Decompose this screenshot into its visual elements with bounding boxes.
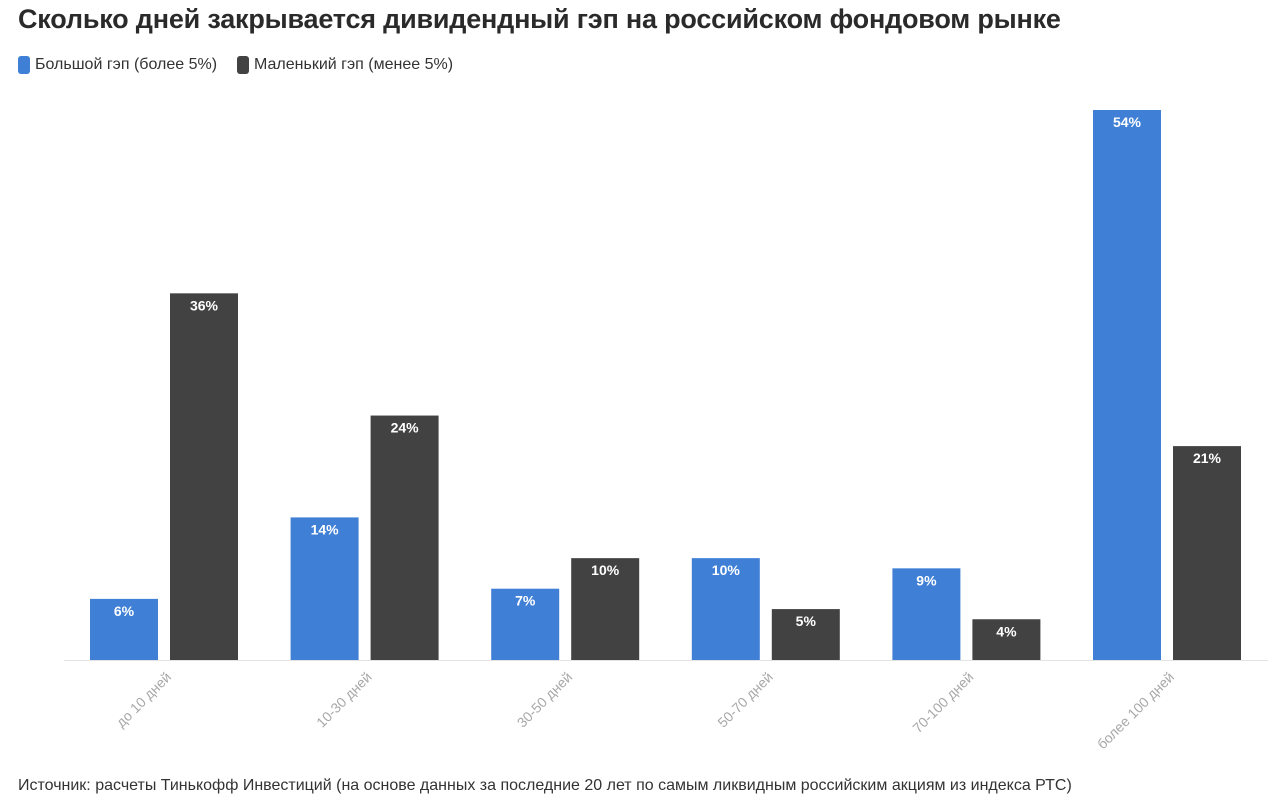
bar-small-gap <box>1173 446 1241 660</box>
bar-large-gap <box>290 517 359 660</box>
data-label: 21% <box>1193 450 1222 466</box>
data-label: 6% <box>114 603 135 619</box>
bar-small-gap <box>370 415 439 660</box>
data-label: 10% <box>712 562 741 578</box>
x-tick-label: 70-100 дней <box>909 669 976 736</box>
bar-small-gap <box>771 609 840 660</box>
bar-small-gap <box>972 619 1041 660</box>
bar-large-gap <box>1093 110 1161 660</box>
x-tick-label: 50-70 дней <box>714 669 776 731</box>
bar-small-gap <box>170 293 238 660</box>
chart-title: Сколько дней закрывается дивидендный гэп… <box>18 4 1061 34</box>
legend-item-large-gap: Большой гэп (более 5%) <box>18 56 217 74</box>
legend-label-small-gap: Маленький гэп (менее 5%) <box>254 56 454 73</box>
data-label: 24% <box>391 420 420 436</box>
x-tick-label: более 100 дней <box>1094 669 1177 752</box>
legend-item-small-gap: Маленький гэп (менее 5%) <box>237 56 453 74</box>
data-label: 5% <box>796 613 817 629</box>
bar-small-gap <box>571 558 640 660</box>
x-tick-label: 30-50 дней <box>514 669 576 731</box>
legend-swatch-small-gap <box>237 56 250 74</box>
data-label: 54% <box>1113 114 1142 130</box>
data-label: 4% <box>996 623 1017 639</box>
data-label: 10% <box>591 562 620 578</box>
bar-large-gap <box>892 568 961 660</box>
source-note: Источник: расчеты Тинькофф Инвестиций (н… <box>18 777 1072 794</box>
bar-large-gap <box>691 558 760 660</box>
data-label: 14% <box>311 521 340 537</box>
x-tick-label: 10-30 дней <box>313 669 375 731</box>
data-label: 7% <box>515 593 536 609</box>
x-tick-label: до 10 дней <box>113 669 174 730</box>
data-label: 36% <box>190 297 219 313</box>
bar-large-gap <box>90 598 158 660</box>
bar-large-gap <box>491 588 560 660</box>
legend-swatch-large-gap <box>18 56 30 74</box>
legend: Большой гэп (более 5%) Маленький гэп (ме… <box>18 56 453 74</box>
legend-label-large-gap: Большой гэп (более 5%) <box>35 56 218 73</box>
data-label: 9% <box>916 572 937 588</box>
